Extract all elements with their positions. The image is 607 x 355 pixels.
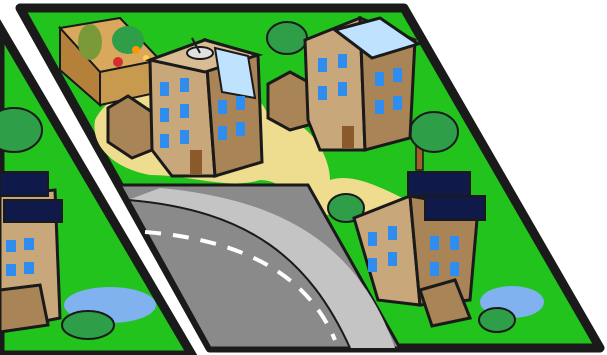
road bbox=[117, 183, 403, 350]
solar-panel-icon bbox=[3, 199, 63, 223]
building-right bbox=[352, 171, 486, 328]
tree-icon bbox=[409, 111, 459, 171]
tree-icon bbox=[266, 21, 308, 55]
solar-panel-icon bbox=[0, 171, 49, 197]
tree-icon bbox=[327, 193, 365, 223]
tree-icon bbox=[61, 310, 115, 340]
building-left bbox=[106, 37, 264, 178]
left-building bbox=[0, 171, 63, 334]
glass-roof bbox=[331, 16, 422, 60]
main-tile bbox=[15, 3, 605, 353]
greenhouse-icon bbox=[58, 16, 162, 108]
left-tile bbox=[0, 19, 198, 355]
satellite-dish-icon bbox=[186, 37, 214, 60]
tree-icon bbox=[0, 107, 43, 153]
solar-panel-icon bbox=[407, 171, 471, 197]
solar-panel-icon bbox=[424, 195, 486, 221]
building-top bbox=[266, 15, 422, 152]
tree-icon bbox=[478, 307, 516, 333]
glass-roof bbox=[213, 46, 257, 100]
